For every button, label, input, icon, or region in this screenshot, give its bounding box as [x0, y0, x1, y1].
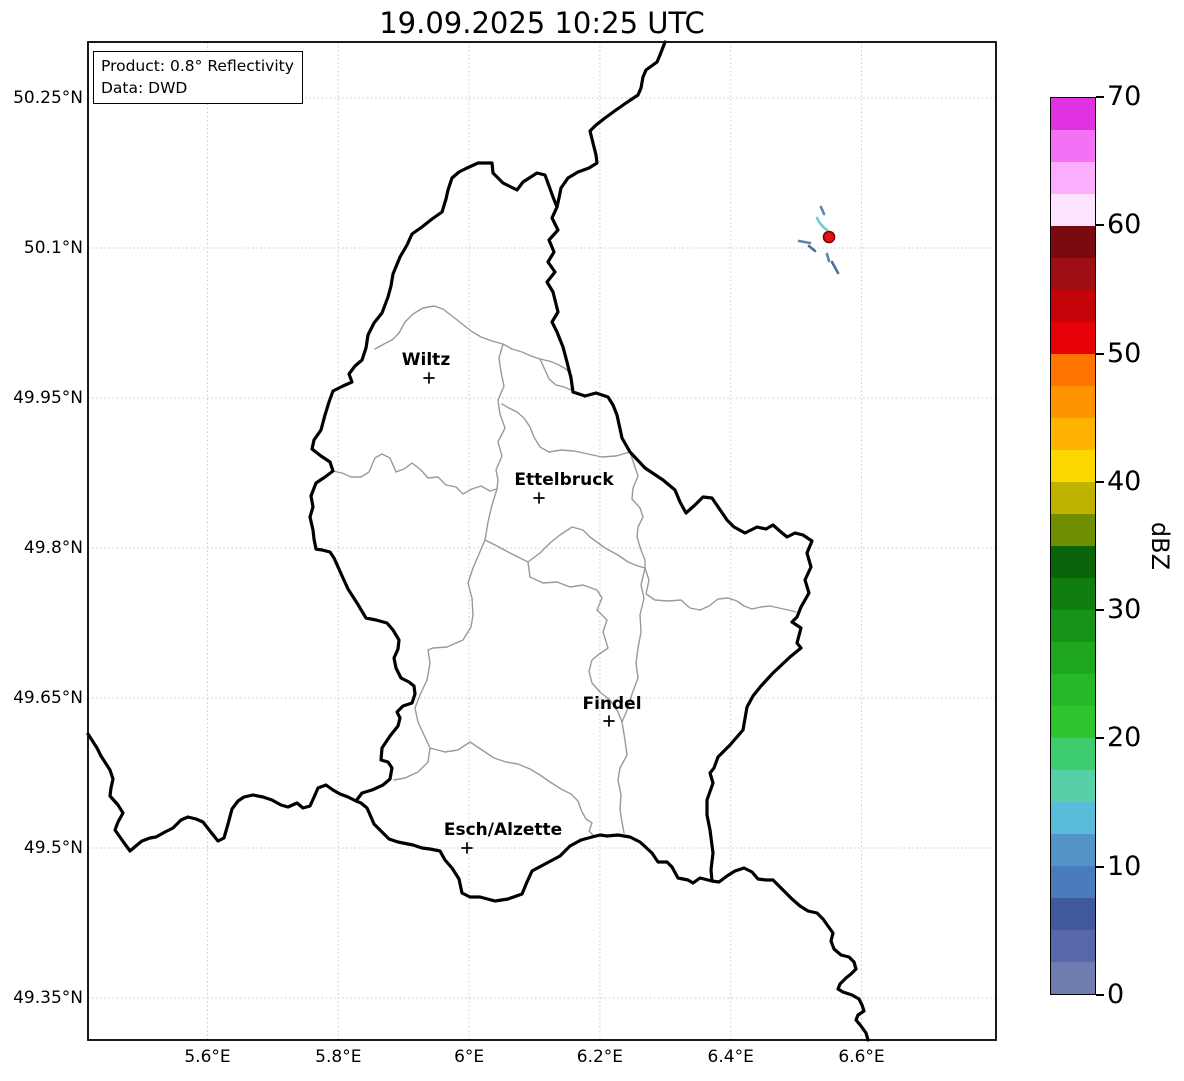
colorbar-cell [1051, 258, 1095, 290]
colorbar-cell [1051, 962, 1095, 994]
lat-tick-label: 49.95°N [13, 388, 83, 408]
colorbar-cell [1051, 514, 1095, 546]
colorbar-cell [1051, 226, 1095, 258]
colorbar-tick-label: 60 [1107, 209, 1142, 241]
city-marker-wiltz [423, 372, 435, 384]
lat-tick-label: 49.65°N [13, 688, 83, 708]
colorbar-tick-label: 0 [1107, 978, 1125, 1010]
colorbar-tick-label: 20 [1107, 722, 1142, 754]
city-marker-findel [603, 715, 615, 727]
product-line: Product: 0.8° Reflectivity [101, 57, 294, 75]
graticule [88, 42, 996, 1040]
colorbar-tick [1096, 993, 1104, 996]
colorbar-cell [1051, 674, 1095, 706]
france-germany-border [710, 866, 870, 1042]
lat-tick-label: 49.5°N [23, 838, 83, 858]
colorbar-cell [1051, 738, 1095, 770]
colorbar-cell [1051, 610, 1095, 642]
page-title: 19.09.2025 10:25 UTC [379, 6, 705, 40]
belgium-germany-border [555, 40, 667, 209]
colorbar-tick-label: 70 [1107, 81, 1142, 112]
country-borders [86, 40, 870, 1042]
lat-tick-label: 49.8°N [23, 538, 83, 558]
lat-tick-label: 50.25°N [13, 88, 83, 108]
colorbar-cell [1051, 354, 1095, 386]
colorbar-cell [1051, 642, 1095, 674]
colorbar-tick [1096, 96, 1104, 98]
colorbar-tick-label: 30 [1107, 594, 1142, 626]
colorbar-cell [1051, 194, 1095, 226]
colorbar-cell [1051, 546, 1095, 578]
colorbar-cell [1051, 162, 1095, 194]
colorbar-cell [1051, 770, 1095, 802]
city-label-wiltz: Wiltz [401, 350, 451, 370]
lon-tick-label: 5.6°E [184, 1047, 231, 1067]
colorbar-cell [1051, 98, 1095, 130]
lon-tick-label: 5.8°E [315, 1047, 362, 1067]
lon-tick-label: 6.4°E [707, 1047, 754, 1067]
city-label-findel: Findel [582, 694, 642, 714]
colorbar-tick [1096, 352, 1104, 355]
data-source-line: Data: DWD [101, 79, 188, 97]
colorbar-cell [1051, 418, 1095, 450]
colorbar-tick-label: 10 [1107, 850, 1142, 882]
radar-site-dot [822, 230, 836, 244]
colorbar-cell [1051, 482, 1095, 514]
colorbar [1050, 97, 1096, 995]
lat-tick-label: 49.35°N [13, 988, 83, 1008]
product-info-box: Product: 0.8° Reflectivity Data: DWD [93, 51, 303, 104]
colorbar-cell [1051, 290, 1095, 322]
city-label-ettelbruck: Ettelbruck [514, 470, 614, 490]
colorbar-cell [1051, 386, 1095, 418]
colorbar-tick [1096, 480, 1104, 483]
france-belgium-border [86, 732, 358, 853]
lon-tick-label: 6°E [454, 1047, 485, 1067]
colorbar-tick-label: 40 [1107, 465, 1142, 497]
colorbar-cell [1051, 322, 1095, 354]
colorbar-cell [1051, 802, 1095, 834]
lat-tick-label: 50.1°N [23, 238, 83, 258]
colorbar-axis-label: dBZ [1146, 521, 1174, 571]
colorbar-cell [1051, 834, 1095, 866]
colorbar-cell [1051, 450, 1095, 482]
lon-tick-label: 6.6°E [838, 1047, 885, 1067]
city-label-esch: Esch/Alzette [443, 820, 563, 840]
colorbar-cell [1051, 898, 1095, 930]
colorbar-tick [1096, 737, 1104, 740]
city-marker-esch [461, 842, 473, 854]
colorbar-tick [1096, 609, 1104, 612]
canton-boundaries [332, 305, 797, 837]
colorbar-cell [1051, 706, 1095, 738]
radar-echo-marks [797, 205, 840, 275]
luxembourg-outline [308, 161, 814, 903]
colorbar-tick [1096, 865, 1104, 868]
city-markers [423, 372, 615, 854]
colorbar-cell [1051, 866, 1095, 898]
colorbar-cell [1051, 930, 1095, 962]
lon-tick-label: 6.2°E [576, 1047, 624, 1067]
city-marker-ettelbruck [533, 492, 545, 504]
colorbar-cell [1051, 130, 1095, 162]
colorbar-tick-label: 50 [1107, 337, 1142, 369]
colorbar-cell [1051, 578, 1095, 610]
plot-frame [87, 41, 997, 1041]
colorbar-tick [1096, 224, 1104, 227]
